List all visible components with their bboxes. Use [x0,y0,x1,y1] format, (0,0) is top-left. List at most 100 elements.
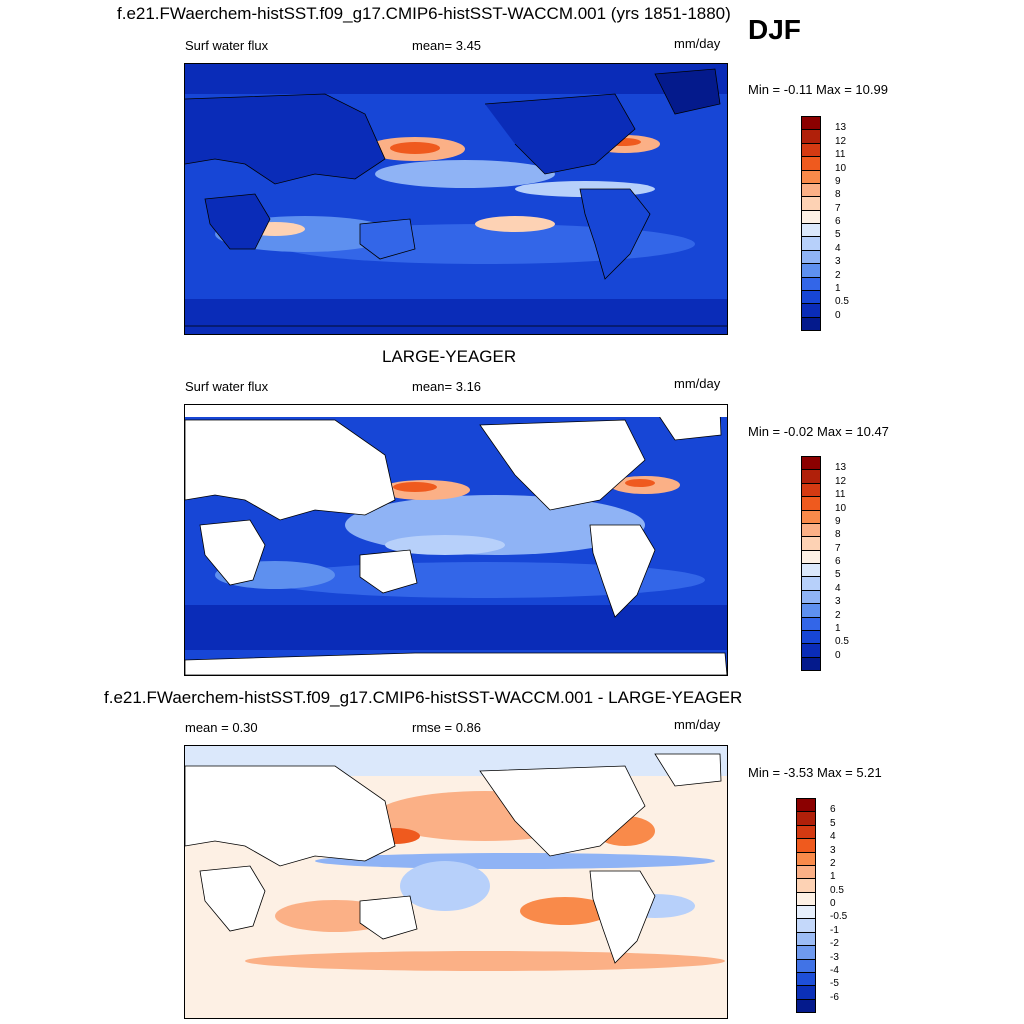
panel3-units-label: mm/day [674,717,721,732]
colorbar-tick-label: 13 [835,462,847,474]
panel1-colorbar: 13 12 11 10 9 8 7 6 5 4 3 2 1 0.5 0 [801,116,881,331]
colorbar-swatch [796,891,816,906]
panel3-minmax-label: Min = -3.53 Max = 5.21 [748,765,882,780]
colorbar-swatch [801,116,821,131]
colorbar-swatch [796,985,816,1000]
colorbar-tick-label: -6 [830,991,839,1003]
colorbar-swatch [801,169,821,184]
panel1-minmax-label: Min = -0.11 Max = 10.99 [748,82,888,97]
panel1-variable-label: Surf water flux [185,38,269,53]
panel3-map [184,745,728,1019]
colorbar-tick-label: -1 [830,924,839,936]
colorbar-swatch [796,838,816,853]
colorbar-tick-label: 11 [835,149,846,161]
colorbar-swatch [801,316,821,331]
panel2-title: LARGE-YEAGER [382,347,517,366]
colorbar-tick-label: 0 [835,649,841,661]
colorbar-tick-label: 1 [835,622,841,634]
colorbar-tick-label: -5 [830,978,839,990]
colorbar-swatch [801,276,821,291]
colorbar-tick-label: 5 [835,229,841,241]
colorbar-tick-label: 2 [830,857,836,869]
colorbar-tick-label: 0.5 [830,884,844,896]
colorbar-tick-label: 9 [835,175,841,187]
colorbar-tick-label: 7 [835,542,841,554]
colorbar-swatch [796,998,816,1013]
colorbar-tick-label: 11 [835,489,846,501]
panel3-colorbar: 6 5 4 3 2 1 0.5 0 -0.5 -1 -2 -3 -4 -5 -6 [796,798,876,1013]
colorbar-tick-label: 5 [835,569,841,581]
colorbar-swatch [801,249,821,265]
colorbar-tick-label: -0.5 [830,911,848,923]
colorbar-swatch [801,616,821,631]
colorbar-swatch [796,798,816,813]
colorbar-swatch [801,209,821,224]
colorbar-swatch [801,589,821,605]
colorbar-swatch [801,469,821,484]
colorbar-swatch [801,303,821,318]
panel3-mean-label: mean = 0.30 [185,720,258,735]
colorbar-tick-label: 2 [835,609,841,621]
colorbar-swatch [796,931,816,947]
colorbar-tick-label: 4 [835,242,841,254]
colorbar-tick-label: 0 [830,898,836,909]
panel2-mean-label: mean= 3.16 [412,379,482,394]
colorbar-tick-label: 8 [835,189,841,201]
colorbar-tick-label: -2 [830,938,839,950]
colorbar-swatch [801,643,821,658]
colorbar-tick-label: -4 [830,964,839,976]
panel3-map-field [185,746,727,1018]
colorbar-tick-label: 9 [835,515,841,527]
colorbar-tick-label: 0.5 [835,636,849,648]
colorbar-tick-label: 8 [835,529,841,541]
colorbar-swatch [801,563,821,578]
panel1-map-field [185,64,727,334]
panel2-map-field [185,405,727,675]
colorbar-swatch [801,196,821,211]
panel2-units-label: mm/day [674,376,721,391]
colorbar-swatch [801,156,821,171]
colorbar-tick-label: 6 [830,804,836,816]
colorbar-swatch [801,656,821,671]
colorbar-tick-label: 12 [835,475,847,487]
colorbar-swatch [796,824,816,840]
panel1-map [184,63,728,335]
panel1-units-label: mm/day [674,36,721,51]
colorbar-tick-label: 6 [835,216,841,227]
colorbar-swatch [801,509,821,524]
colorbar-swatch [796,918,816,933]
colorbar-tick-label: 12 [835,135,847,147]
panel1-title: f.e21.FWaerchem-histSST.f09_g17.CMIP6-hi… [117,4,731,23]
colorbar-tick-label: 4 [835,582,841,594]
colorbar-swatch [801,182,821,198]
colorbar-tick-label: 10 [835,502,847,514]
colorbar-swatch [796,945,816,960]
colorbar-tick-label: 0.5 [835,296,849,308]
colorbar-swatch [801,629,821,645]
panel3-rmse-label: rmse = 0.86 [412,720,482,735]
season-label: DJF [748,14,801,45]
colorbar-swatch [796,971,816,987]
colorbar-swatch [796,905,816,920]
colorbar-tick-label: 4 [830,831,836,843]
colorbar-swatch [801,549,821,564]
colorbar-swatch [801,603,821,618]
colorbar-swatch [801,223,821,238]
colorbar-swatch [801,129,821,144]
colorbar-swatch [796,878,816,893]
colorbar-tick-label: 3 [835,596,841,608]
colorbar-tick-label: 7 [835,202,841,214]
colorbar-swatch [801,456,821,471]
colorbar-swatch [801,263,821,278]
colorbar-swatch [801,482,821,498]
colorbar-tick-label: -3 [830,951,839,963]
panel2-map [184,404,728,676]
colorbar-tick-label: 1 [830,871,836,883]
colorbar-tick-label: 6 [835,556,841,567]
panel3-title: f.e21.FWaerchem-histSST.f09_g17.CMIP6-hi… [104,688,743,707]
colorbar-swatch [796,811,816,826]
colorbar-swatch [801,496,821,511]
colorbar-tick-label: 3 [835,256,841,268]
colorbar-tick-label: 2 [835,269,841,281]
colorbar-swatch [801,536,821,551]
